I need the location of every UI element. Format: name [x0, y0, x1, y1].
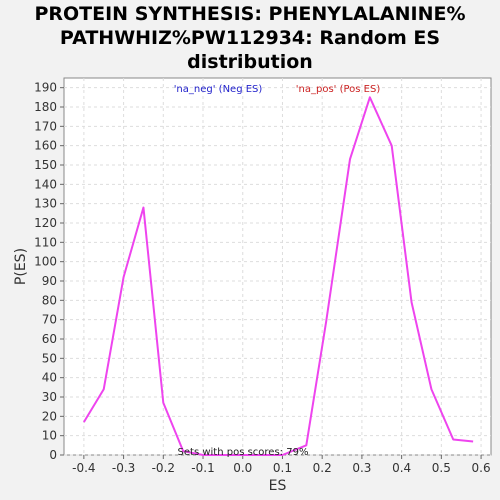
y-tick-label: 120	[34, 216, 57, 230]
y-tick-label: 190	[34, 81, 57, 95]
y-tick-label: 80	[42, 293, 57, 307]
y-tick-label: 60	[42, 332, 57, 346]
x-tick-label: 0.1	[273, 461, 292, 475]
y-tick-label: 150	[34, 158, 57, 172]
y-tick-label: 70	[42, 313, 57, 327]
y-axis: 0 10 20 30 40 50 60 70 80 90 100 110 120 130 140 150 160…	[34, 81, 64, 462]
x-tick-label: 0.5	[432, 461, 451, 475]
legend-neg-label: 'na_neg' (Neg ES)	[174, 84, 263, 95]
y-tick-label: 20	[42, 409, 57, 423]
x-tick-label: -0.4	[72, 461, 95, 475]
x-tick-label: 0.0	[233, 461, 252, 475]
y-tick-label: 90	[42, 274, 57, 288]
y-tick-label: 110	[34, 235, 57, 249]
chart-title-line-3: distribution	[187, 51, 313, 73]
y-tick-label: 180	[34, 100, 57, 114]
y-tick-label: 0	[49, 448, 57, 462]
y-tick-label: 100	[34, 255, 57, 269]
x-tick-label: 0.4	[392, 461, 411, 475]
pos-scores-annotation: Sets with pos scores: 79%	[178, 447, 309, 458]
x-axis: -0.4 -0.3 -0.2 -0.1 0.0 0.1 0.2 0.3 0.4 0.5 0.6	[72, 455, 491, 475]
x-tick-label: -0.3	[112, 461, 135, 475]
y-tick-label: 50	[42, 351, 57, 365]
y-tick-label: 160	[34, 139, 57, 153]
x-tick-label: -0.1	[191, 461, 214, 475]
y-tick-label: 30	[42, 390, 57, 404]
chart-title-line-1: PROTEIN SYNTHESIS: PHENYLALANINE%	[34, 3, 466, 25]
x-tick-label: 0.3	[352, 461, 371, 475]
y-tick-label: 40	[42, 371, 57, 385]
y-tick-label: 10	[42, 429, 57, 443]
chart-title: PROTEIN SYNTHESIS: PHENYLALANINE% PATHWH…	[0, 2, 500, 74]
legend-pos-label: 'na_pos' (Pos ES)	[296, 84, 381, 95]
x-tick-label: 0.2	[313, 461, 332, 475]
x-axis-label: ES	[269, 478, 287, 494]
y-axis-label: P(ES)	[13, 248, 29, 285]
y-tick-label: 130	[34, 197, 57, 211]
y-tick-label: 140	[34, 177, 57, 191]
series-line	[83, 96, 474, 456]
plot-area	[63, 77, 492, 456]
chart-title-line-2: PATHWHIZ%PW112934: Random ES	[59, 27, 441, 49]
x-tick-label: -0.2	[152, 461, 175, 475]
series-group	[83, 96, 474, 456]
y-tick-label: 170	[34, 119, 57, 133]
x-tick-label: 0.6	[472, 461, 491, 475]
